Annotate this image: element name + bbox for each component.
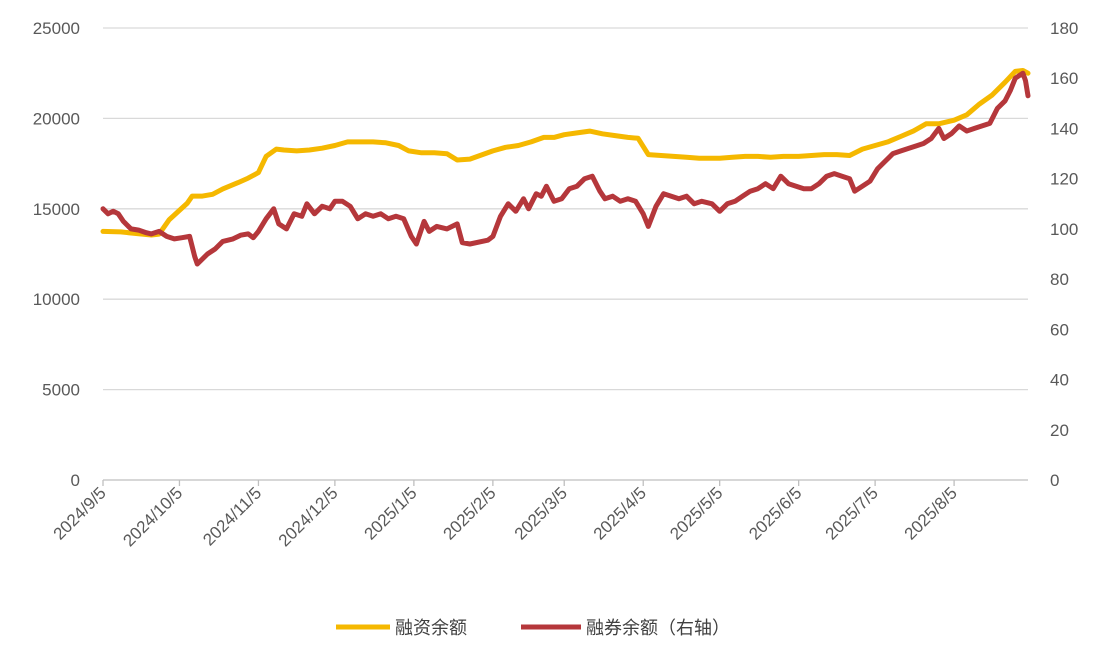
y-right-tick-label: 180 <box>1050 19 1078 38</box>
x-tick-label: 2025/3/5 <box>511 483 571 543</box>
y-left-tick-label: 0 <box>71 471 80 490</box>
y-right-tick-label: 140 <box>1050 119 1078 138</box>
y-axis-left: 0 5000 10000 15000 20000 25000 <box>33 19 80 490</box>
x-tick-label: 2025/2/5 <box>439 483 499 543</box>
x-axis: 2024/9/5 2024/10/5 2024/11/5 2024/12/5 2025/… <box>50 479 1028 550</box>
x-tick-label: 2025/6/5 <box>745 483 805 543</box>
legend-item-margin-financing-label: 融资余额 <box>395 618 467 639</box>
x-tick-label: 2025/7/5 <box>822 483 882 543</box>
series-line-short-selling <box>100 70 1031 267</box>
y-right-tick-label: 60 <box>1050 320 1069 339</box>
y-right-tick-label: 160 <box>1050 69 1078 88</box>
y-right-tick-label: 20 <box>1050 421 1069 440</box>
y-left-tick-label: 10000 <box>33 290 80 309</box>
y-axis-right: 0 20 40 60 80 100 120 140 160 180 <box>1050 19 1078 490</box>
y-left-tick-label: 25000 <box>33 19 80 38</box>
x-tick-label: 2024/9/5 <box>50 483 110 543</box>
y-right-tick-label: 100 <box>1050 220 1078 239</box>
y-left-tick-label: 5000 <box>42 381 80 400</box>
x-tick-label: 2025/1/5 <box>360 483 420 543</box>
y-right-tick-label: 0 <box>1050 471 1059 490</box>
legend-item-short-selling-label: 融券余额（右轴） <box>586 618 730 639</box>
y-right-tick-label: 120 <box>1050 170 1078 189</box>
x-tick-label: 2025/5/5 <box>666 483 726 543</box>
y-left-tick-label: 15000 <box>33 200 80 219</box>
grid-lines <box>103 27 1028 391</box>
legend: 融资余额 融券余额（右轴） <box>336 618 730 639</box>
x-tick-label: 2024/11/5 <box>199 483 265 549</box>
x-tick-label: 2024/12/5 <box>275 483 342 550</box>
x-tick-label: 2024/10/5 <box>119 483 186 550</box>
x-tick-label: 2025/8/5 <box>901 483 961 543</box>
series-line-margin-financing <box>100 68 1031 238</box>
series-lines <box>100 68 1031 267</box>
y-right-tick-label: 80 <box>1050 270 1069 289</box>
y-left-tick-label: 20000 <box>33 109 80 128</box>
x-tick-label: 2025/4/5 <box>590 483 650 543</box>
y-right-tick-label: 40 <box>1050 371 1069 390</box>
